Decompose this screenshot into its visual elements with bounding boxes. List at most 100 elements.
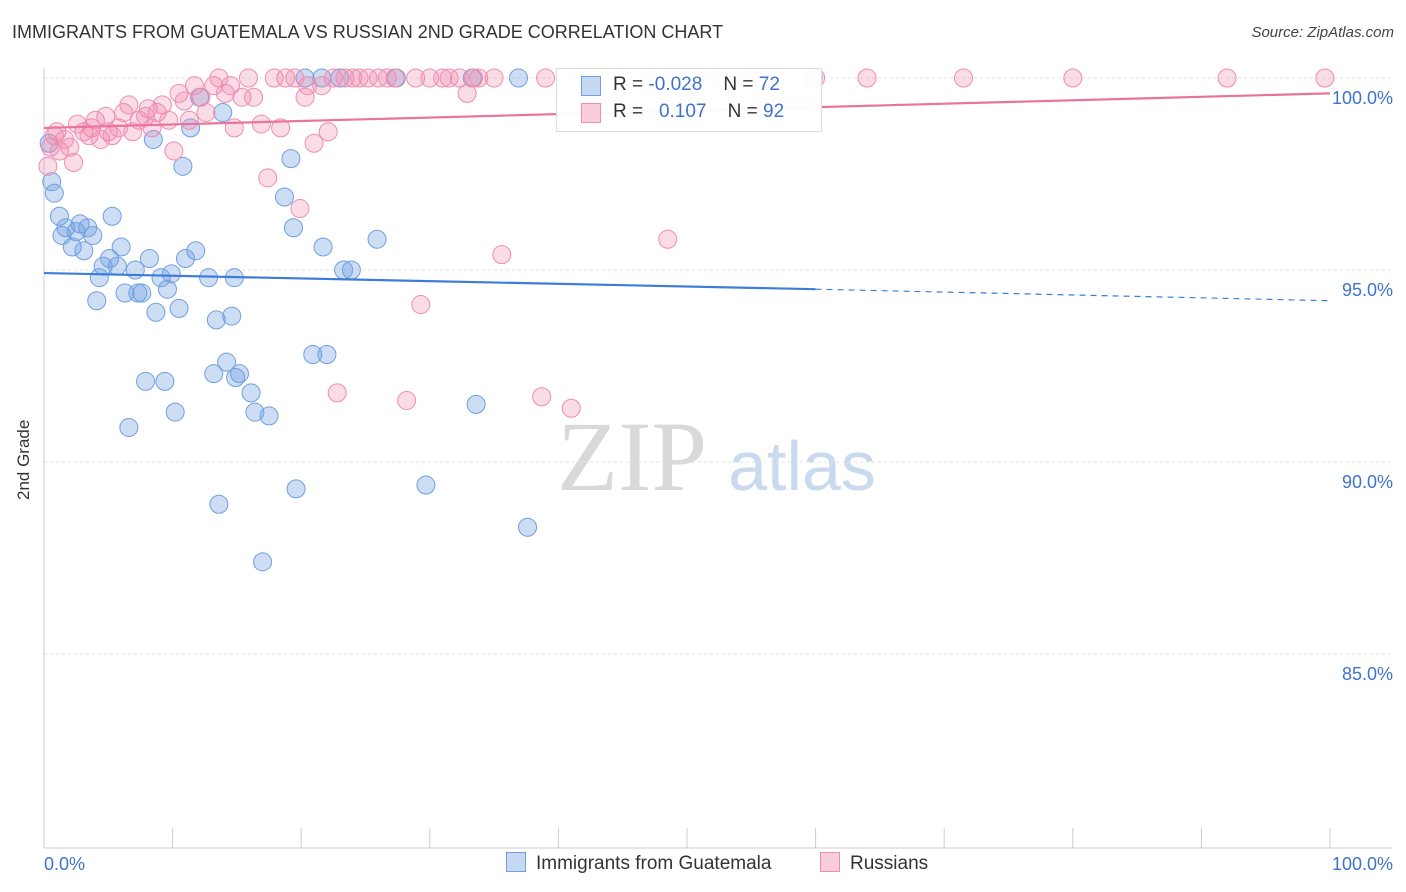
point-russians <box>323 68 343 88</box>
source-label: Source: ZipAtlas.com <box>1251 24 1394 41</box>
point-guatemala <box>241 383 261 403</box>
point-guatemala <box>44 183 64 203</box>
point-guatemala <box>139 248 159 268</box>
point-guatemala <box>107 256 127 276</box>
point-russians <box>264 68 284 88</box>
point-russians <box>439 68 459 88</box>
point-russians <box>85 110 105 130</box>
point-guatemala <box>204 364 224 384</box>
point-russians <box>1315 68 1335 88</box>
point-guatemala <box>222 306 242 326</box>
tick-labels: 85.0% 90.0% 95.0% 100.0% 0.0% 100.0% <box>44 88 1393 874</box>
point-guatemala <box>303 344 323 364</box>
point-russians <box>251 114 271 134</box>
point-russians <box>238 68 258 88</box>
bottom-legend-label-russians: Russians <box>850 853 929 874</box>
point-russians <box>397 391 417 411</box>
point-russians <box>290 199 310 219</box>
point-russians <box>1063 68 1083 88</box>
point-guatemala <box>175 248 195 268</box>
series-guatemala-points <box>39 68 823 572</box>
point-guatemala <box>119 417 139 437</box>
watermark-atlas: atlas <box>728 427 876 505</box>
point-russians <box>232 87 252 107</box>
point-russians <box>449 68 469 88</box>
bottom-legend-russians[interactable]: Russians <box>820 852 928 876</box>
point-russians <box>327 383 347 403</box>
point-guatemala <box>173 156 193 176</box>
point-russians <box>953 68 973 88</box>
watermark: ZIP atlas <box>557 401 876 512</box>
point-guatemala <box>283 218 303 238</box>
point-guatemala <box>56 218 76 238</box>
point-russians <box>123 122 143 142</box>
point-guatemala <box>281 149 301 169</box>
y-tick-label: 85.0% <box>1342 664 1393 684</box>
point-guatemala <box>253 552 273 572</box>
point-russians <box>174 91 194 111</box>
y-tick-label: 95.0% <box>1342 280 1393 300</box>
point-russians <box>196 103 216 123</box>
legend-r-value: 0.107 <box>658 101 707 122</box>
point-russians <box>109 118 129 138</box>
point-guatemala <box>169 298 189 318</box>
point-guatemala <box>49 206 69 226</box>
point-russians <box>38 156 58 176</box>
point-russians <box>91 129 111 149</box>
point-russians <box>411 295 431 315</box>
legend-r-value: -0.028 <box>648 74 703 95</box>
point-russians <box>385 68 405 88</box>
point-guatemala <box>83 225 103 245</box>
gridlines <box>44 77 1392 655</box>
point-guatemala <box>313 237 333 257</box>
point-guatemala <box>132 283 152 303</box>
y-tick-label: 100.0% <box>1332 88 1393 108</box>
point-guatemala <box>213 103 233 123</box>
point-guatemala <box>518 517 538 537</box>
point-russians <box>658 229 678 249</box>
point-russians <box>179 110 199 130</box>
chart-title: IMMIGRANTS FROM GUATEMALA VS RUSSIAN 2ND… <box>12 22 724 42</box>
point-russians <box>298 76 318 96</box>
point-russians <box>318 122 338 142</box>
point-russians <box>258 168 278 188</box>
point-guatemala <box>229 364 249 384</box>
point-russians <box>295 87 315 107</box>
axes <box>43 68 1392 849</box>
point-russians <box>271 118 291 138</box>
bottom-legend-swatch-guatemala <box>506 852 526 872</box>
point-guatemala <box>274 187 294 207</box>
bottom-legend-swatch-russians <box>820 852 840 872</box>
point-russians <box>464 68 484 88</box>
point-russians <box>64 152 84 172</box>
x-tick-label-end: 100.0% <box>1332 854 1393 874</box>
point-russians <box>67 114 87 134</box>
point-guatemala <box>146 302 166 322</box>
point-russians <box>60 137 80 157</box>
point-russians <box>484 68 504 88</box>
point-russians <box>304 133 324 153</box>
point-guatemala <box>217 352 237 372</box>
legend-n-label: N = <box>723 74 754 95</box>
point-guatemala <box>151 268 171 288</box>
point-guatemala <box>161 264 181 284</box>
y-axis-label: 2nd Grade <box>14 419 33 500</box>
point-guatemala <box>165 402 185 422</box>
legend-n-value: 72 <box>758 74 780 95</box>
point-guatemala <box>245 402 265 422</box>
stats-legend: R = -0.028 N = 72 R = 0.107 N = 92 <box>556 68 822 132</box>
legend-swatch-russians <box>581 103 601 123</box>
point-guatemala <box>42 172 62 192</box>
point-russians <box>343 68 363 88</box>
point-guatemala <box>509 68 529 88</box>
point-guatemala <box>367 229 387 249</box>
point-guatemala <box>87 291 107 311</box>
point-guatemala <box>226 368 246 388</box>
y-tick-label: 90.0% <box>1342 472 1393 492</box>
point-russians <box>159 110 179 130</box>
point-russians <box>1217 68 1237 88</box>
bottom-legend-guatemala[interactable]: Immigrants from Guatemala <box>506 852 771 876</box>
legend-r-label: R = <box>613 74 644 95</box>
point-russians <box>406 68 426 88</box>
